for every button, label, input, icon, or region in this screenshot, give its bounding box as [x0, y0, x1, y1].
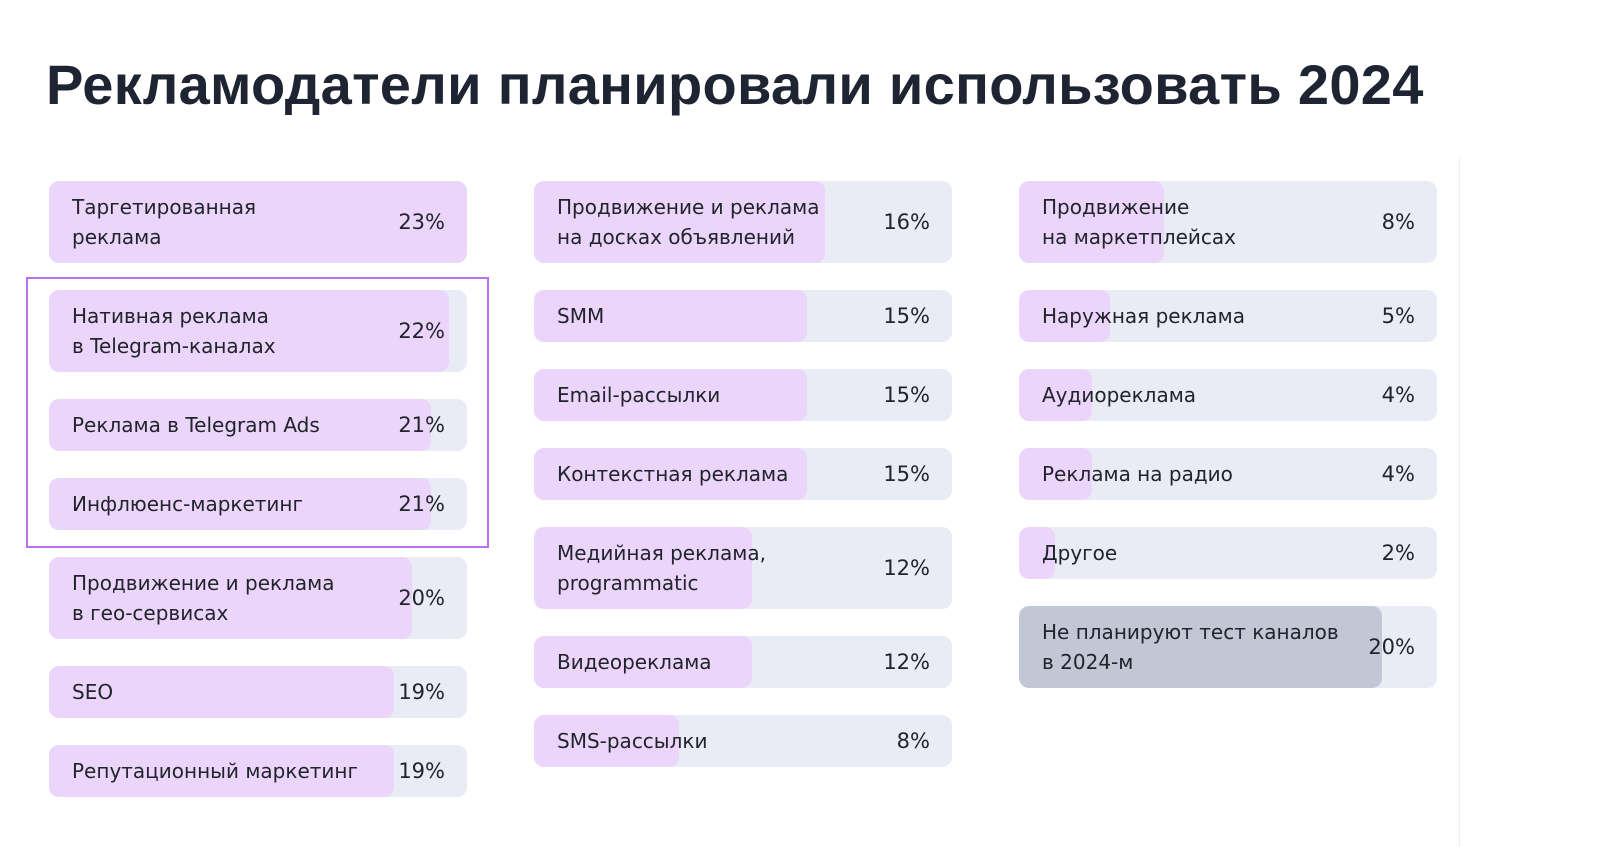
bar-row: Репутационный маркетинг 19%	[49, 745, 467, 797]
bar-label: Продвижение и реклама в гео-сервисах	[72, 571, 335, 625]
bar-value: 23%	[398, 210, 445, 234]
bar-fill	[1019, 181, 1165, 263]
bar-label: Продвижение и реклама на досках объявлен…	[557, 195, 820, 249]
bar-label: Email-рассылки	[557, 383, 721, 407]
page-title: Рекламодатели планировали использовать 2…	[46, 53, 1424, 116]
bar-label: Аудиореклама	[1042, 383, 1197, 407]
bar-fill	[1019, 290, 1110, 342]
bar-value: 5%	[1381, 304, 1415, 328]
bar-value: 15%	[883, 462, 930, 486]
bar-value: 4%	[1381, 462, 1415, 486]
bar-value: 15%	[883, 304, 930, 328]
bar-row: Видеореклама 12%	[534, 636, 952, 688]
bar-value: 8%	[1381, 210, 1415, 234]
bar-value: 22%	[398, 319, 445, 343]
bar-value: 19%	[398, 759, 445, 783]
bar-label: Инфлюенс-маркетинг	[72, 492, 304, 516]
bar-label: Репутационный маркетинг	[72, 759, 358, 783]
bar-label: SMS-рассылки	[557, 729, 708, 753]
bar-row: Продвижение и реклама в гео-сервисах 20%	[49, 557, 467, 639]
bar-row: Реклама на радио 4%	[1019, 448, 1437, 500]
bar-row: SEO 19%	[49, 666, 467, 718]
bar-row: Инфлюенс-маркетинг 21%	[49, 478, 467, 530]
bar-label: Продвижение на маркетплейсах	[1042, 195, 1237, 249]
bar-fill	[49, 745, 395, 797]
bar-row: Продвижение и реклама на досках объявлен…	[534, 181, 952, 263]
bar-label: Не планируют тест каналов в 2024-м	[1042, 620, 1339, 674]
bar-value: 8%	[896, 729, 930, 753]
bar-value: 20%	[398, 586, 445, 610]
bar-value: 20%	[1368, 635, 1415, 659]
bar-row: SMS-рассылки 8%	[534, 715, 952, 767]
bar-row: Наружная реклама 5%	[1019, 290, 1437, 342]
bar-row: Реклама в Telegram Ads 21%	[49, 399, 467, 451]
bar-fill	[534, 290, 807, 342]
bar-fill	[49, 181, 467, 263]
bar-value: 21%	[398, 413, 445, 437]
bar-fill	[1019, 369, 1092, 421]
bar-row: Аудиореклама 4%	[1019, 369, 1437, 421]
telegram-highlight-box	[26, 277, 489, 548]
bar-row: SMM 15%	[534, 290, 952, 342]
bar-value: 12%	[883, 650, 930, 674]
bar-value: 4%	[1381, 383, 1415, 407]
bar-fill	[49, 399, 431, 451]
bar-row: Не планируют тест каналов в 2024-м 20%	[1019, 606, 1437, 688]
bar-value: 19%	[398, 680, 445, 704]
bar-label: SEO	[72, 680, 114, 704]
bar-label: Таргетированная реклама	[72, 195, 257, 249]
divider	[1459, 158, 1460, 847]
bar-row: Продвижение на маркетплейсах 8%	[1019, 181, 1437, 263]
bar-label: Другое	[1042, 541, 1118, 565]
bar-fill	[1019, 527, 1056, 579]
bar-row: Другое 2%	[1019, 527, 1437, 579]
bar-row: Медийная реклама, programmatic 12%	[534, 527, 952, 609]
bar-value: 2%	[1381, 541, 1415, 565]
bar-fill	[1019, 448, 1092, 500]
bar-fill	[534, 448, 807, 500]
bar-fill	[49, 666, 395, 718]
bar-fill	[49, 290, 449, 372]
bar-fill	[534, 181, 825, 263]
bar-label: SMM	[557, 304, 605, 328]
bar-value: 12%	[883, 556, 930, 580]
bar-label: Контекстная реклама	[557, 462, 789, 486]
bar-label: Реклама на радио	[1042, 462, 1233, 486]
bar-label: Нативная реклама в Telegram-каналах	[72, 304, 276, 358]
bar-row: Нативная реклама в Telegram-каналах 22%	[49, 290, 467, 372]
bar-label: Медийная реклама, programmatic	[557, 541, 766, 595]
bar-fill	[49, 478, 431, 530]
bar-row: Контекстная реклама 15%	[534, 448, 952, 500]
bar-fill	[49, 557, 413, 639]
bar-value: 21%	[398, 492, 445, 516]
bar-fill	[1019, 606, 1383, 688]
bar-row: Email-рассылки 15%	[534, 369, 952, 421]
bar-label: Видеореклама	[557, 650, 712, 674]
bar-fill	[534, 636, 753, 688]
bar-label: Наружная реклама	[1042, 304, 1246, 328]
bar-value: 15%	[883, 383, 930, 407]
bar-fill	[534, 527, 753, 609]
bar-fill	[534, 715, 680, 767]
bar-label: Реклама в Telegram Ads	[72, 413, 320, 437]
bar-value: 16%	[883, 210, 930, 234]
bar-fill	[534, 369, 807, 421]
bar-row: Таргетированная реклама 23%	[49, 181, 467, 263]
